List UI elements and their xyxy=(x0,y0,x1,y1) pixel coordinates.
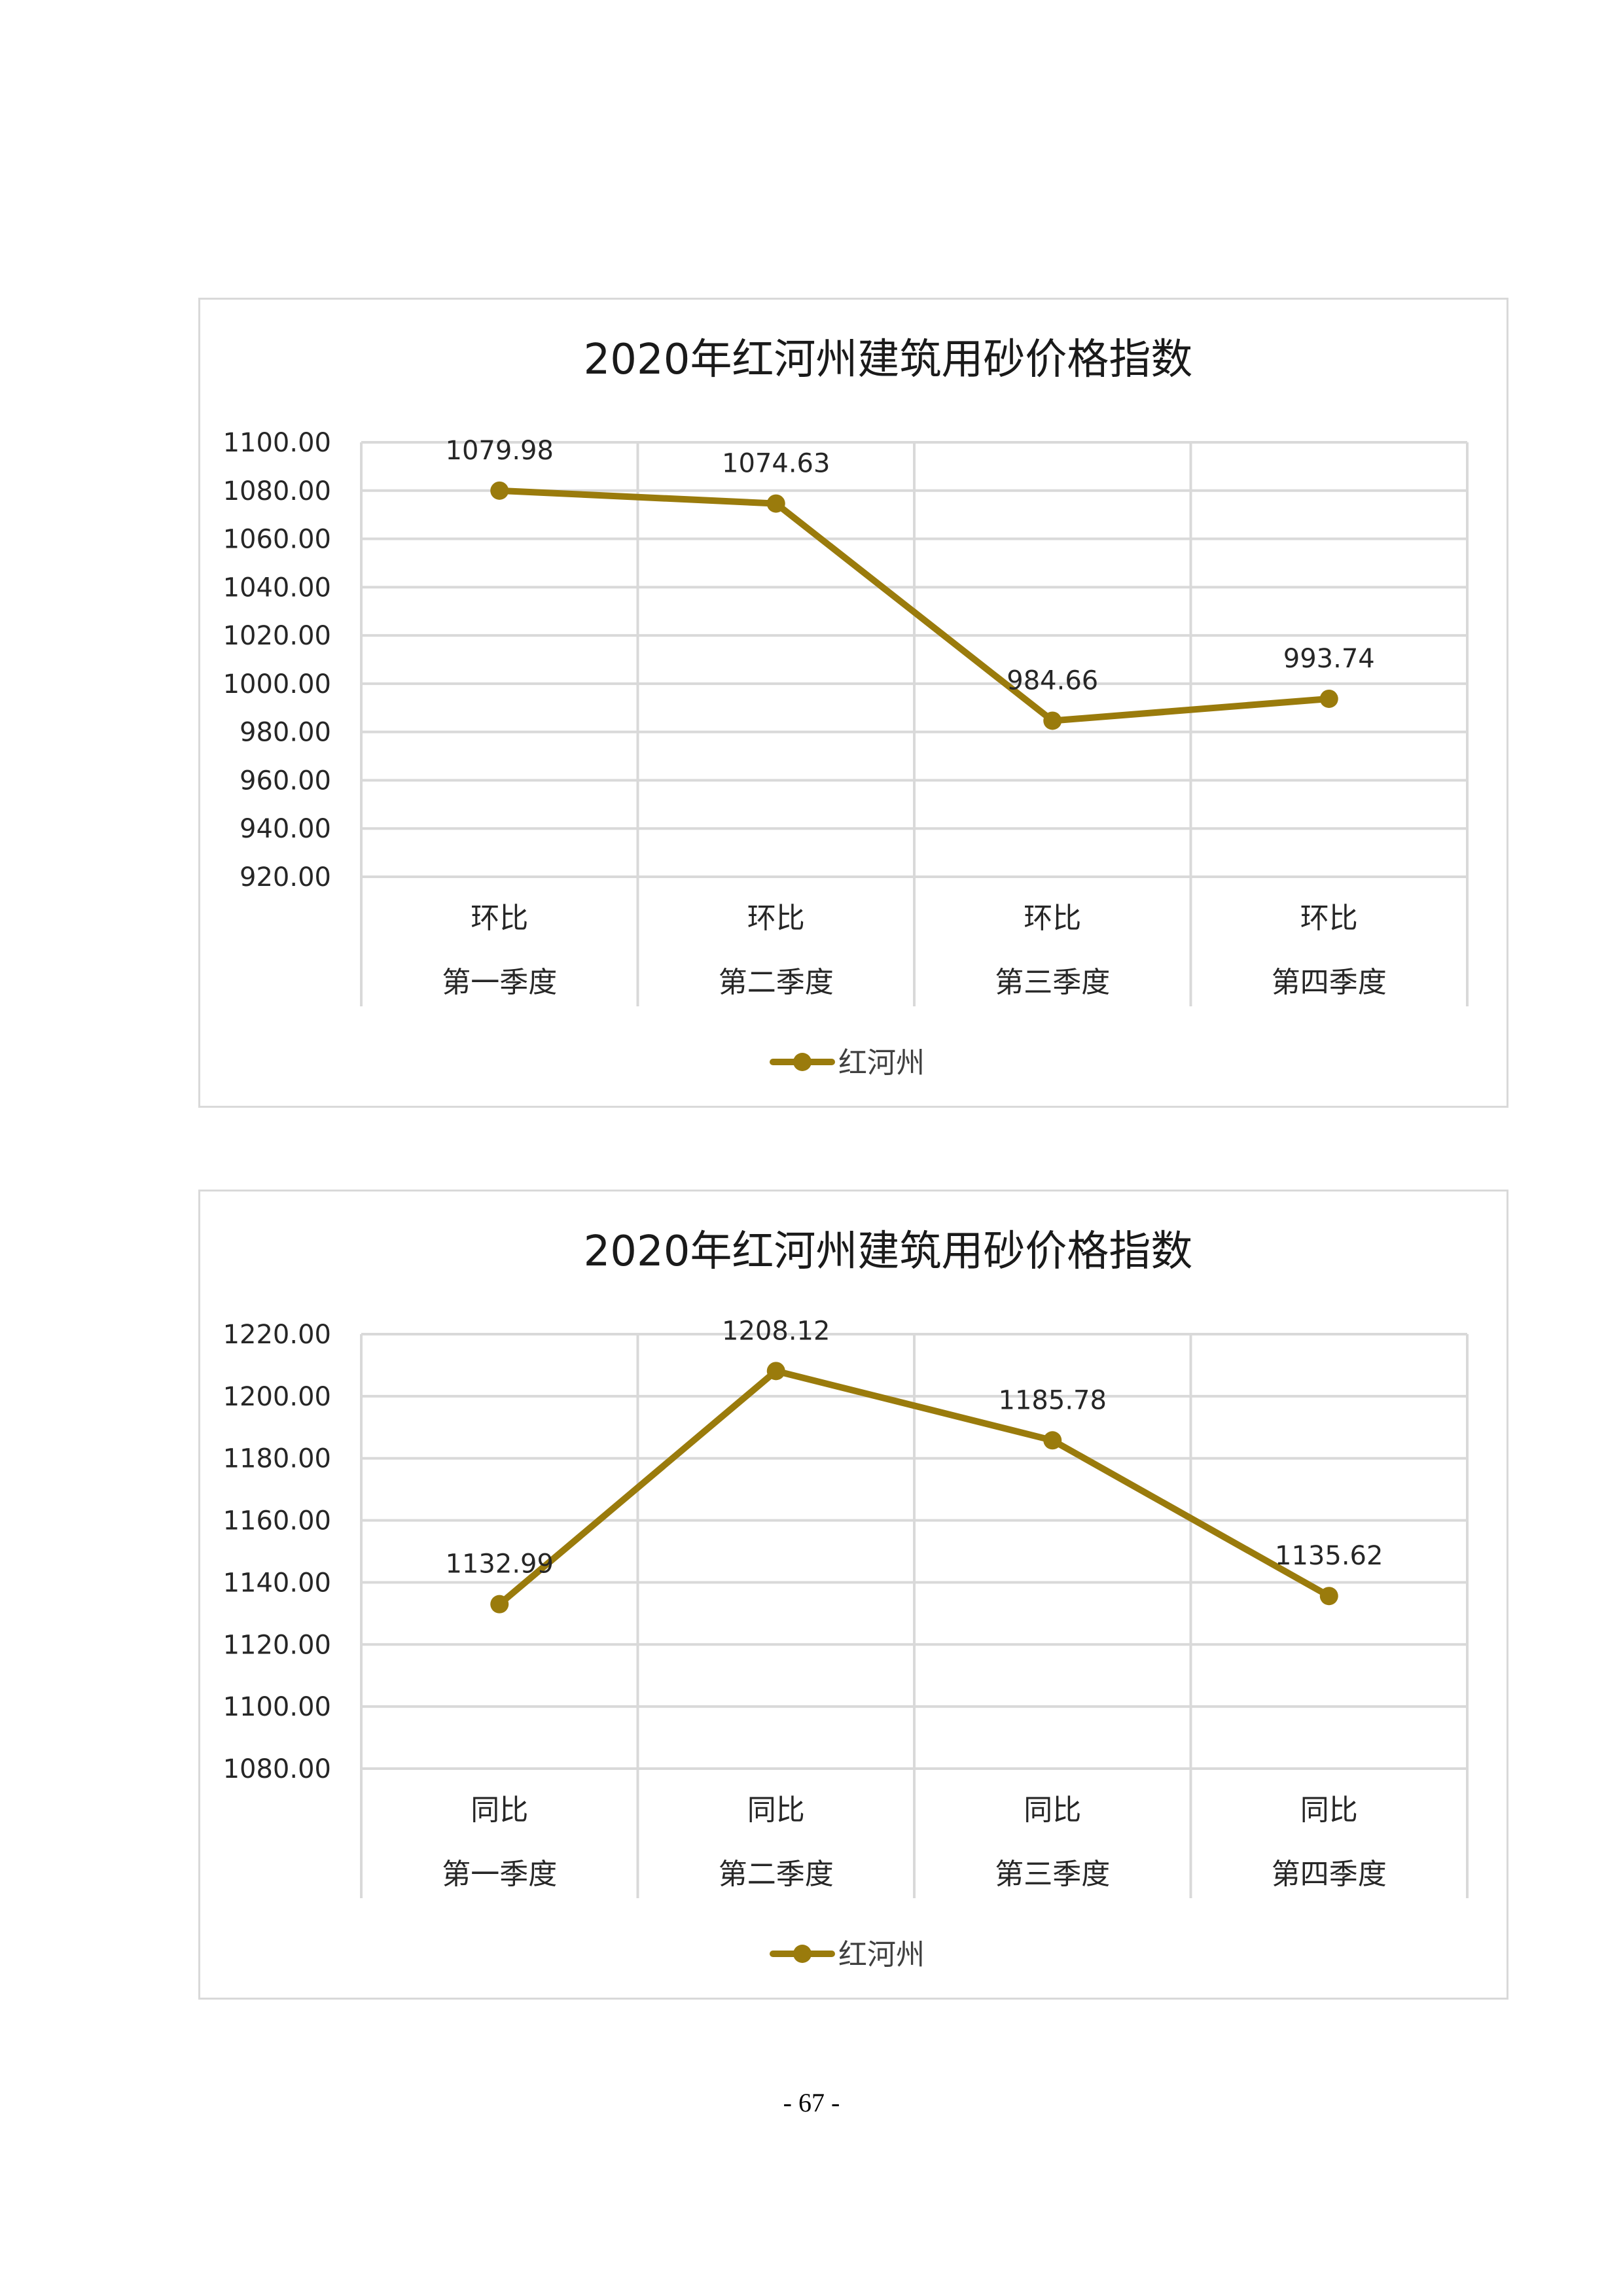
x-tick-label: 环比 xyxy=(1300,902,1358,935)
x-tick-label: 第一季度 xyxy=(442,966,557,999)
data-label: 1079.98 xyxy=(446,436,554,466)
x-tick-label: 环比 xyxy=(471,902,528,935)
chart-container-1: 2020年红河州建筑用砂价格指数 1100.00 1080.00 1060.00 104… xyxy=(198,298,1508,1108)
y-tick-label: 1220.00 xyxy=(223,1320,331,1350)
line-chart-1: 2020年红河州建筑用砂价格指数 1100.00 1080.00 1060.00 104… xyxy=(223,336,1469,1080)
line-chart-2: 2020年红河州建筑用砂价格指数 1220.00 1200.00 1180.00 116… xyxy=(223,1227,1469,1971)
y-tick-label: 980.00 xyxy=(240,718,331,748)
data-label: 1185.78 xyxy=(999,1385,1107,1415)
y-tick-label: 1080.00 xyxy=(223,1754,331,1784)
y-tick-label: 1100.00 xyxy=(223,1692,331,1722)
x-tick-label: 同比 xyxy=(471,1793,528,1827)
data-point xyxy=(490,1595,509,1614)
y-tick-label: 1160.00 xyxy=(223,1506,331,1536)
x-tick-label: 第三季度 xyxy=(995,1858,1110,1891)
data-label: 1208.12 xyxy=(722,1316,830,1346)
x-tick-label: 环比 xyxy=(747,902,805,935)
data-label: 984.66 xyxy=(1007,665,1098,696)
y-tick-label: 1080.00 xyxy=(223,476,331,506)
page-number: - 67 - xyxy=(783,2088,840,2117)
x-tick-label: 同比 xyxy=(1300,1793,1358,1827)
x-tick-label: 同比 xyxy=(747,1793,805,1827)
chart-container-2: 2020年红河州建筑用砂价格指数 1220.00 1200.00 1180.00 116… xyxy=(198,1190,1508,2000)
legend-label: 红河州 xyxy=(838,1046,925,1080)
legend-marker xyxy=(793,1945,812,1963)
data-point xyxy=(766,494,785,513)
x-tick-label: 第四季度 xyxy=(1272,1858,1387,1891)
data-label: 1074.63 xyxy=(722,449,830,479)
y-tick-label: 940.00 xyxy=(240,814,331,844)
y-tick-label: 1000.00 xyxy=(223,669,331,699)
y-tick-label: 1140.00 xyxy=(223,1568,331,1598)
series-line-红河州 xyxy=(496,1368,1332,1608)
x-tick-label: 同比 xyxy=(1024,1793,1081,1827)
data-label: 1135.62 xyxy=(1275,1541,1383,1571)
legend-label: 红河州 xyxy=(838,1938,925,1971)
series-line-红河州 xyxy=(496,487,1332,724)
data-label: 1132.99 xyxy=(446,1549,554,1580)
data-point xyxy=(1043,711,1062,730)
x-tick-label: 第二季度 xyxy=(719,1858,834,1891)
legend-marker xyxy=(793,1053,812,1071)
y-tick-label: 1060.00 xyxy=(223,525,331,555)
y-tick-label: 1040.00 xyxy=(223,573,331,603)
data-point xyxy=(1043,1431,1062,1450)
y-tick-label: 1180.00 xyxy=(223,1444,331,1474)
data-point xyxy=(1319,689,1338,708)
chart-title: 2020年红河州建筑用砂价格指数 xyxy=(584,336,1193,384)
data-point xyxy=(490,481,509,500)
y-tick-label: 1020.00 xyxy=(223,621,331,651)
data-point xyxy=(1319,1587,1338,1606)
x-tick-label: 第三季度 xyxy=(995,966,1110,999)
y-tick-label: 1200.00 xyxy=(223,1382,331,1412)
chart-title: 2020年红河州建筑用砂价格指数 xyxy=(584,1227,1193,1276)
y-tick-label: 960.00 xyxy=(240,766,331,796)
x-tick-label: 第二季度 xyxy=(719,966,834,999)
y-tick-label: 1100.00 xyxy=(223,428,331,458)
x-tick-label: 环比 xyxy=(1024,902,1081,935)
y-tick-label: 920.00 xyxy=(240,862,331,892)
x-tick-label: 第四季度 xyxy=(1272,966,1387,999)
data-label: 993.74 xyxy=(1283,644,1375,674)
y-tick-label: 1120.00 xyxy=(223,1630,331,1660)
data-point xyxy=(766,1362,785,1381)
x-tick-label: 第一季度 xyxy=(442,1858,557,1891)
